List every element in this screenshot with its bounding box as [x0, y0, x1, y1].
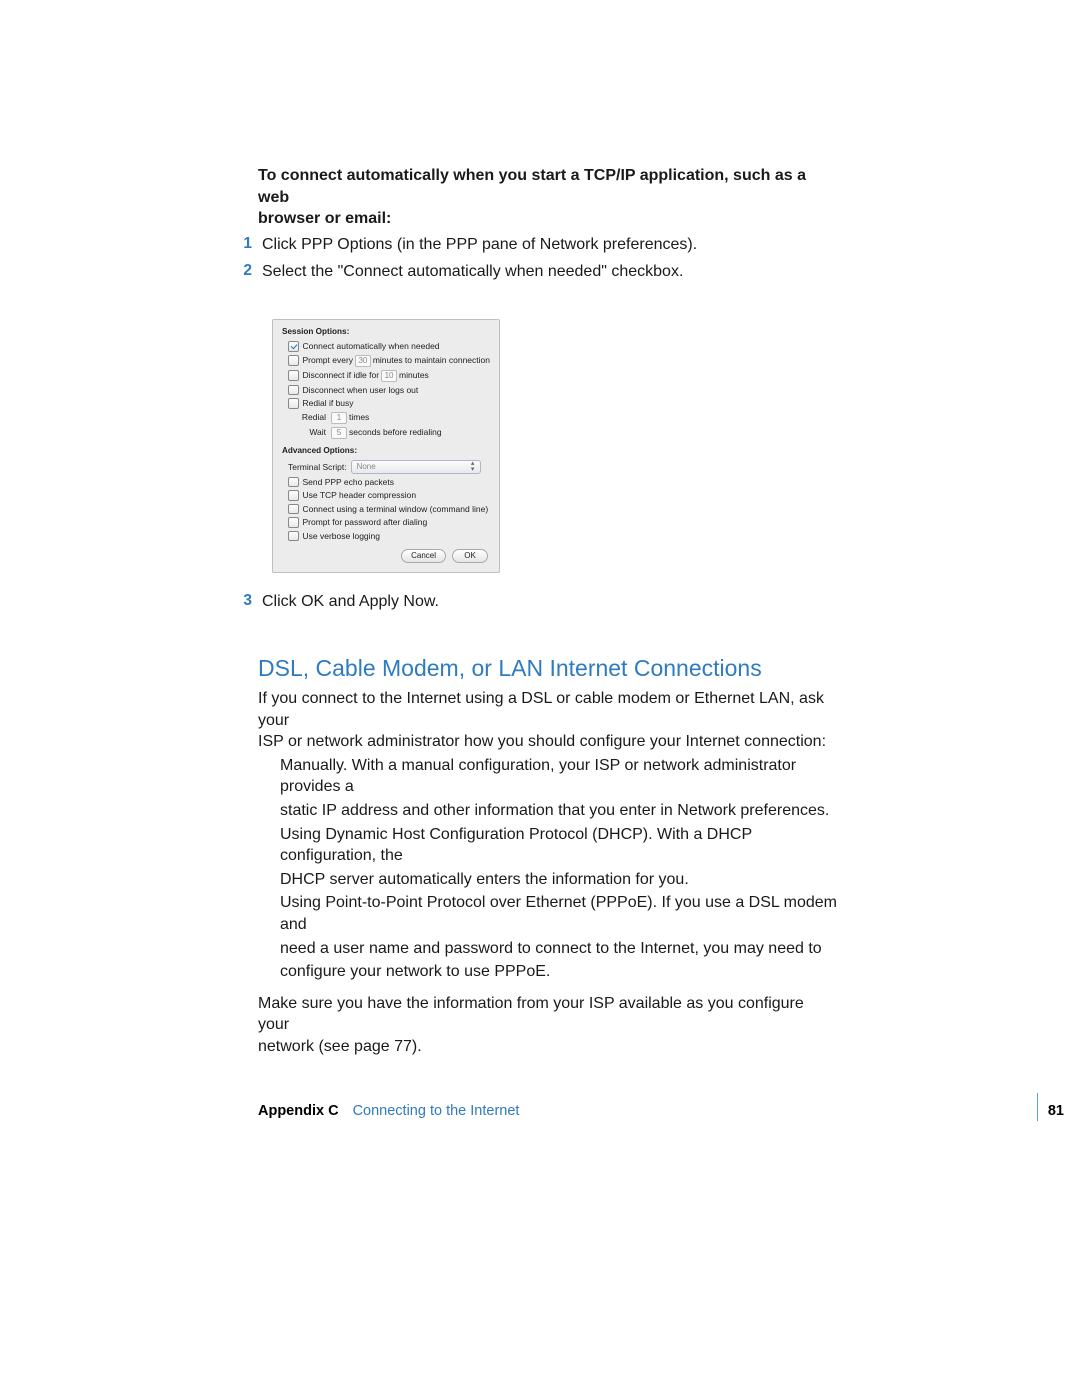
opt-connect-auto: Connect automatically when needed	[288, 341, 490, 352]
label-part: seconds before redialing	[349, 428, 442, 437]
step-text: Select the "Connect automatically when n…	[262, 261, 838, 283]
step-number: 2	[240, 261, 252, 283]
dialog-figure: Session Options: Connect automatically w…	[272, 319, 838, 573]
label-part: minutes	[399, 371, 429, 380]
checkbox-password-prompt[interactable]	[288, 517, 299, 528]
opt-tcp-compress: Use TCP header compression	[288, 490, 490, 501]
terminal-script-row: Terminal Script: None ▴▾	[288, 460, 490, 474]
step-number: 3	[240, 591, 252, 613]
redial-times-row: Redial 1 times	[300, 412, 490, 424]
checkbox-label: Use TCP header compression	[303, 491, 417, 500]
wait-label: Wait	[300, 428, 326, 437]
checkbox-label: Redial if busy	[303, 399, 354, 408]
bullet-3-line2: need a user name and password to connect…	[280, 938, 838, 960]
dialog-button-row: Cancel OK	[282, 549, 488, 563]
redial-times-input[interactable]: 1	[331, 412, 347, 424]
footer-chapter-title: Connecting to the Internet	[353, 1103, 520, 1119]
intro-heading-line2: browser or email:	[258, 208, 838, 230]
checkbox-echo[interactable]	[288, 477, 299, 488]
ppp-options-dialog: Session Options: Connect automatically w…	[272, 319, 500, 573]
intro-heading-line1: To connect automatically when you start …	[258, 165, 838, 208]
bullet-3-line1: Using Point-to-Point Protocol over Ether…	[280, 892, 838, 935]
step-2: 2 Select the "Connect automatically when…	[258, 261, 838, 283]
checkbox-label: Send PPP echo packets	[303, 478, 395, 487]
wait-row: Wait 5 seconds before redialing	[300, 427, 490, 439]
checkbox-disc-idle[interactable]	[288, 370, 299, 381]
bullet-3-line3: configure your network to use PPPoE.	[280, 961, 838, 983]
section-p2-line2: network (see page 77).	[258, 1036, 838, 1058]
footer-appendix: Appendix C	[258, 1103, 339, 1119]
label-part: Disconnect if idle for	[303, 371, 380, 380]
section-p1-line2: ISP or network administrator how you sho…	[258, 731, 838, 753]
checkbox-label: Connect using a terminal window (command…	[303, 505, 489, 514]
opt-redial-busy: Redial if busy	[288, 398, 490, 409]
footer-divider	[1037, 1093, 1038, 1121]
opt-terminal-window: Connect using a terminal window (command…	[288, 504, 490, 515]
footer-page-number: 81	[1040, 1103, 1064, 1119]
checkbox-label: Use verbose logging	[303, 532, 381, 541]
terminal-script-label: Terminal Script:	[288, 463, 347, 472]
opt-verbose: Use verbose logging	[288, 531, 490, 542]
opt-echo: Send PPP echo packets	[288, 477, 490, 488]
page: To connect automatically when you start …	[0, 0, 1080, 1397]
opt-password-prompt: Prompt for password after dialing	[288, 517, 490, 528]
prompt-minutes-input[interactable]: 30	[355, 355, 371, 367]
step-1: 1 Click PPP Options (in the PPP pane of …	[258, 234, 838, 256]
bullet-1-line1: Manually. With a manual configuration, y…	[280, 755, 838, 798]
checkbox-tcp[interactable]	[288, 490, 299, 501]
checkbox-label: Prompt for password after dialing	[303, 518, 428, 527]
checkbox-connect-auto[interactable]	[288, 341, 299, 352]
label-part: times	[349, 413, 369, 422]
label-part: minutes to maintain connection	[373, 356, 490, 365]
checkbox-label: Connect automatically when needed	[303, 342, 440, 351]
terminal-script-select[interactable]: None ▴▾	[351, 460, 481, 474]
advanced-options-title: Advanced Options:	[282, 447, 490, 455]
checkbox-verbose[interactable]	[288, 531, 299, 542]
checkbox-prompt[interactable]	[288, 355, 299, 366]
section-p1-line1: If you connect to the Internet using a D…	[258, 688, 838, 731]
bullet-1-line2: static IP address and other information …	[280, 800, 838, 822]
wait-seconds-input[interactable]: 5	[331, 427, 347, 439]
checkbox-redial-busy[interactable]	[288, 398, 299, 409]
checkbox-label: Disconnect when user logs out	[303, 386, 419, 395]
page-footer: Appendix C Connecting to the Internet	[258, 1103, 838, 1119]
redial-label: Redial	[300, 413, 326, 422]
opt-disconnect-idle: Disconnect if idle for 10 minutes	[288, 370, 490, 382]
select-arrows-icon: ▴▾	[468, 461, 478, 473]
step-text: Click PPP Options (in the PPP pane of Ne…	[262, 234, 838, 256]
select-value: None	[357, 463, 376, 471]
checkbox-disc-logout[interactable]	[288, 385, 299, 396]
step-number: 1	[240, 234, 252, 256]
ok-button[interactable]: OK	[452, 549, 488, 563]
checkbox-terminal-window[interactable]	[288, 504, 299, 515]
opt-disconnect-logout: Disconnect when user logs out	[288, 385, 490, 396]
idle-minutes-input[interactable]: 10	[381, 370, 397, 382]
step-text: Click OK and Apply Now.	[262, 591, 838, 613]
bullet-2-line2: DHCP server automatically enters the inf…	[280, 869, 838, 891]
bullet-2-line1: Using Dynamic Host Configuration Protoco…	[280, 824, 838, 867]
section-heading: DSL, Cable Modem, or LAN Internet Connec…	[258, 653, 838, 684]
section-p2-line1: Make sure you have the information from …	[258, 993, 838, 1036]
step-3: 3 Click OK and Apply Now.	[258, 591, 838, 613]
cancel-button[interactable]: Cancel	[401, 549, 446, 563]
label-part: Prompt every	[303, 356, 354, 365]
session-options-title: Session Options:	[282, 328, 490, 336]
content-column: To connect automatically when you start …	[258, 165, 838, 1058]
opt-prompt-maintain: Prompt every 30 minutes to maintain conn…	[288, 355, 490, 367]
